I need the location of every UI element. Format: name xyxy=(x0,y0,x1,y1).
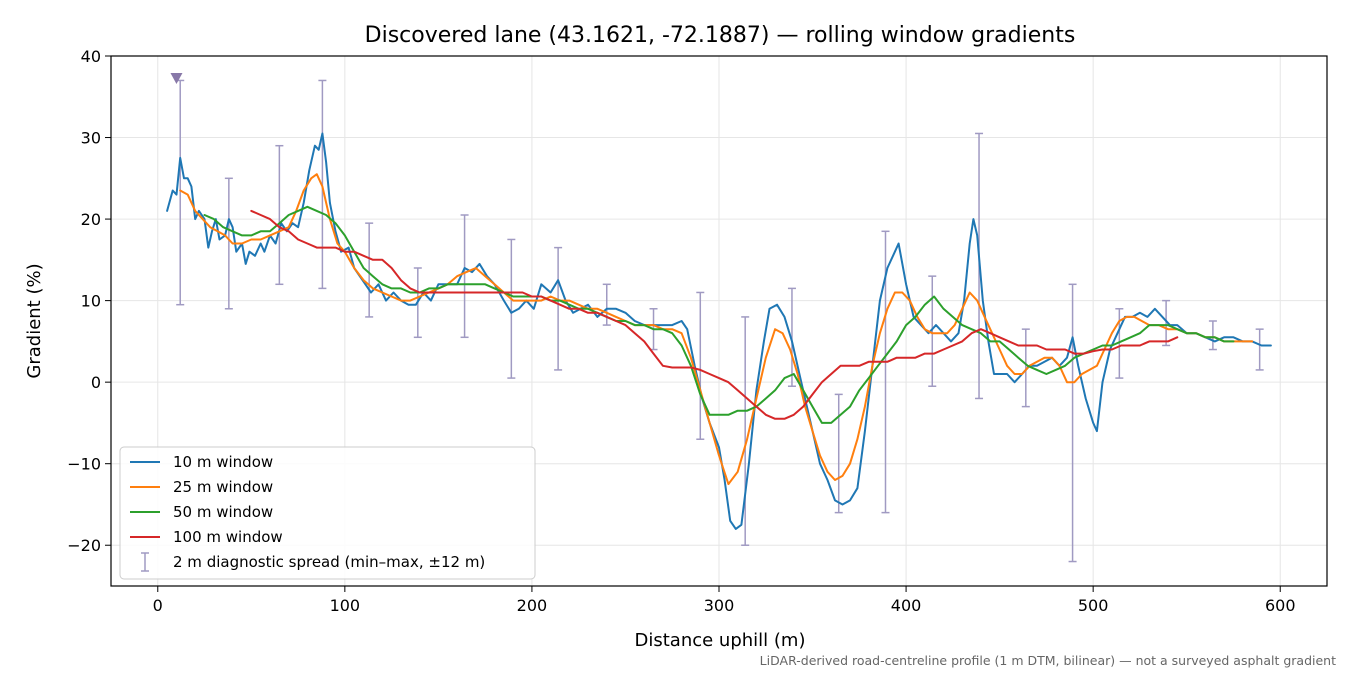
x-tick-label: 600 xyxy=(1265,596,1296,615)
x-tick-label: 300 xyxy=(704,596,735,615)
errorbar xyxy=(365,222,374,318)
errorbar xyxy=(1068,283,1077,563)
errorbar xyxy=(460,214,469,339)
legend-label: 2 m diagnostic spread (min–max, ±12 m) xyxy=(173,553,485,571)
errorbar-group xyxy=(176,79,1264,563)
x-tick-label: 200 xyxy=(517,596,548,615)
legend-label: 25 m window xyxy=(173,478,273,496)
errorbar xyxy=(275,144,284,286)
legend-label: 50 m window xyxy=(173,503,273,521)
y-axis-label: Gradient (%) xyxy=(24,263,45,378)
footnote: LiDAR-derived road-centreline profile (1… xyxy=(760,653,1336,668)
y-tick-label: 0 xyxy=(91,373,101,392)
y-tick-label: −20 xyxy=(67,536,101,555)
x-tick-label: 0 xyxy=(153,596,163,615)
errorbar xyxy=(1255,328,1264,371)
series-line-3 xyxy=(203,205,1235,424)
errorbar xyxy=(696,291,705,440)
errorbar xyxy=(554,246,563,371)
y-tick-label: 20 xyxy=(81,210,101,229)
errorbar xyxy=(928,275,937,387)
errorbar xyxy=(602,283,611,326)
legend: 10 m window 25 m window 50 m window 100 m w… xyxy=(119,446,536,580)
errorbar xyxy=(787,287,796,387)
errorbar xyxy=(1208,320,1217,351)
errorbar xyxy=(834,393,843,514)
errorbar xyxy=(741,316,750,546)
series-lines xyxy=(166,132,1272,530)
x-axis-ticks: 0 100 200 300 400 500 600 xyxy=(153,586,1296,615)
y-tick-label: 10 xyxy=(81,292,101,311)
errorbar xyxy=(224,177,233,310)
legend-box xyxy=(119,446,536,580)
x-tick-label: 100 xyxy=(330,596,361,615)
errorbar xyxy=(1162,299,1171,347)
x-axis-label: Distance uphill (m) xyxy=(635,630,806,651)
errorbar xyxy=(1021,328,1030,408)
legend-label: 10 m window xyxy=(173,453,273,471)
x-tick-label: 500 xyxy=(1078,596,1109,615)
y-tick-label: 30 xyxy=(81,129,101,148)
x-tick-label: 400 xyxy=(891,596,922,615)
y-tick-label: 40 xyxy=(81,47,101,66)
series-line-4 xyxy=(250,209,1179,420)
series-line-2 xyxy=(179,173,1254,486)
y-axis-ticks: −20 −10 0 10 20 30 40 xyxy=(67,47,111,555)
legend-label: 100 m window xyxy=(173,528,283,546)
errorbar xyxy=(507,238,516,379)
start-marker xyxy=(170,73,183,85)
chart-title: Discovered lane (43.1621, -72.1887) — ro… xyxy=(365,23,1076,48)
y-tick-label: −10 xyxy=(67,455,101,474)
marker-group xyxy=(170,73,183,85)
